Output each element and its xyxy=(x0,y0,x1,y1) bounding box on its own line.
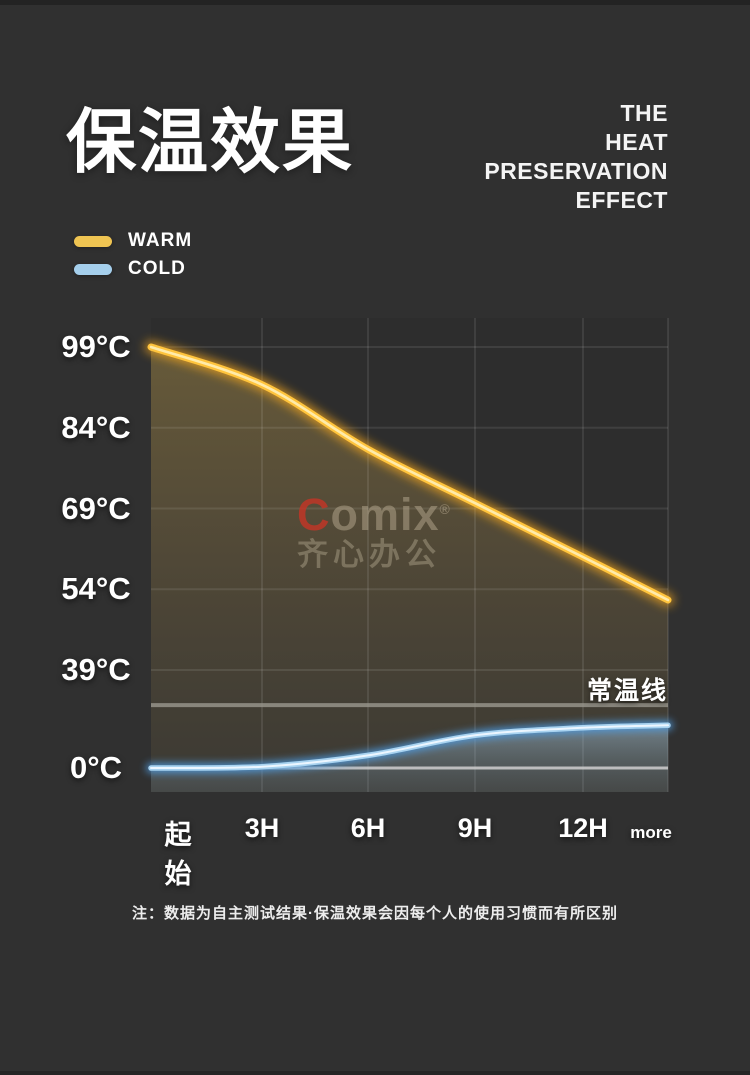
watermark: Comix® 齐心办公 xyxy=(297,491,451,572)
x-axis-label: 9H xyxy=(457,813,493,843)
x-axis-label: 6H xyxy=(350,813,386,843)
x-axis-label: more xyxy=(630,823,672,842)
registered-mark-icon: ® xyxy=(439,501,451,517)
y-axis-label: 54°C xyxy=(61,571,131,607)
legend-item-cold: COLD xyxy=(74,255,192,283)
room-temp-label: 常温线 xyxy=(586,677,668,705)
top-edge-strip xyxy=(0,0,750,5)
y-axis-label: 39°C xyxy=(61,652,131,687)
legend-label-cold: COLD xyxy=(128,258,186,279)
watermark-brand: Comix® xyxy=(297,491,451,538)
warm-area-fill xyxy=(151,347,668,792)
watermark-brand-rest: omix xyxy=(330,489,440,540)
warm-swatch-icon xyxy=(74,235,112,247)
note-text: 注：数据为自主测试结果·保温效果会因每个人的使用习惯而有所区别 xyxy=(132,905,618,922)
warm-curve xyxy=(145,341,674,606)
x-axis-label: 12H xyxy=(558,813,608,843)
watermark-cn-text: 齐心办公 xyxy=(297,537,441,573)
bottom-edge-strip xyxy=(0,1071,750,1075)
x-axis-label: 3H xyxy=(244,813,280,843)
y-axis-label: 0°C xyxy=(69,750,123,785)
y-axis-label: 99°C xyxy=(61,329,131,364)
page-subtitle-en: THE HEAT PRESERVATION EFFECT xyxy=(484,100,668,213)
legend: WARM COLD xyxy=(74,227,192,283)
page-title: 保温效果 xyxy=(66,103,354,181)
legend-item-warm: WARM xyxy=(74,227,192,255)
cold-swatch-icon xyxy=(74,263,112,275)
watermark-brand-initial: C xyxy=(297,489,331,540)
y-axis-label: 69°C xyxy=(61,490,131,526)
cold-curve xyxy=(146,720,673,774)
legend-label-warm: WARM xyxy=(128,230,193,251)
x-axis-label: 起始 xyxy=(164,820,192,889)
y-axis-label: 84°C xyxy=(61,409,131,445)
grid-lines xyxy=(151,318,669,792)
cold-area-fill xyxy=(151,725,668,792)
